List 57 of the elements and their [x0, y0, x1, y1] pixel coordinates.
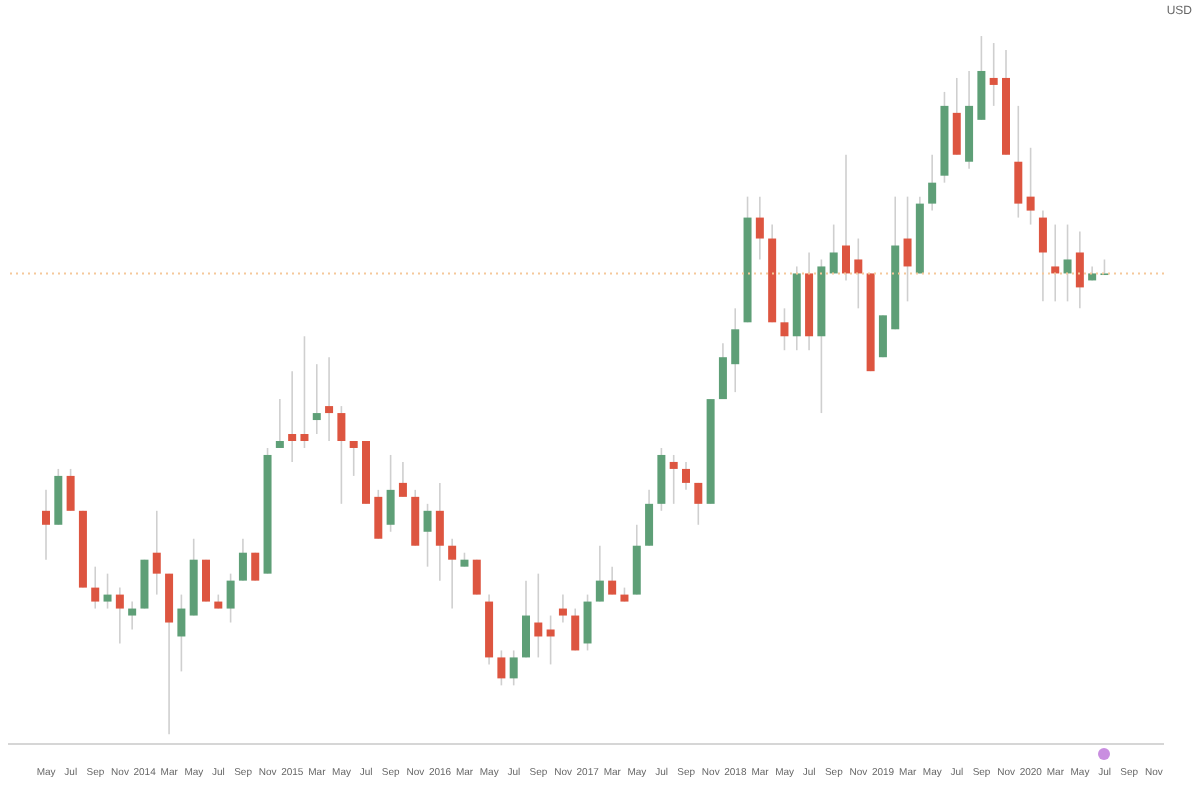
candlestick — [435, 482, 444, 582]
candlestick — [66, 468, 75, 512]
candlestick — [337, 405, 346, 505]
candlestick — [755, 195, 764, 261]
candlestick — [645, 489, 654, 547]
candlestick — [325, 356, 334, 442]
candlestick — [251, 551, 260, 582]
candlestick — [275, 398, 284, 449]
candlestick — [103, 572, 112, 610]
candlestick — [595, 544, 604, 603]
candlestick — [1063, 223, 1072, 303]
candlestick — [312, 363, 321, 435]
candlestick — [386, 454, 395, 533]
candlestick — [128, 600, 137, 631]
candlestick — [91, 565, 100, 610]
candlestick — [398, 461, 407, 498]
candlestick — [300, 335, 309, 449]
candlestick — [780, 307, 789, 352]
candlestick — [472, 558, 481, 596]
candlestick — [288, 370, 297, 463]
candlestick — [349, 440, 358, 477]
candlestick — [497, 649, 506, 687]
candlestick — [152, 510, 161, 596]
candlestick — [878, 314, 887, 359]
candlestick — [842, 153, 850, 282]
candlestick — [423, 503, 432, 568]
candlestick — [374, 489, 383, 540]
candlestick — [854, 237, 863, 310]
candlestick — [226, 572, 235, 624]
candlestick — [1014, 105, 1023, 219]
candlestick — [1051, 223, 1060, 303]
candlestick — [903, 195, 912, 303]
candlestick — [448, 537, 457, 610]
candlestick — [202, 558, 210, 603]
candlestick — [1075, 230, 1084, 310]
candlestick — [522, 579, 530, 659]
candlestick — [669, 454, 678, 505]
candlestick — [928, 153, 937, 212]
candlestick — [558, 593, 567, 624]
candlestick — [694, 482, 703, 526]
candlestick — [509, 649, 518, 687]
candlestick — [115, 586, 124, 645]
candlestick — [608, 565, 617, 596]
candlestick — [1038, 209, 1047, 303]
candlestick — [731, 307, 740, 393]
candlestick — [238, 537, 247, 582]
candlestick — [571, 607, 580, 652]
candlestick — [989, 42, 998, 107]
candlestick — [952, 77, 961, 156]
candlestick — [177, 593, 186, 673]
candlestick — [1026, 146, 1035, 226]
candlestick — [583, 593, 592, 652]
candlestick — [682, 461, 690, 491]
candlestick — [534, 572, 543, 659]
candlestick — [829, 223, 838, 275]
candlestick — [42, 489, 50, 561]
candlestick — [718, 342, 727, 400]
